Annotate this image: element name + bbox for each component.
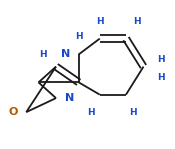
Text: N: N xyxy=(65,93,74,103)
Text: O: O xyxy=(8,107,18,117)
Text: H: H xyxy=(157,55,165,64)
Text: H: H xyxy=(75,32,83,41)
Text: N: N xyxy=(61,49,70,59)
Text: H: H xyxy=(96,17,104,26)
Text: H: H xyxy=(133,17,140,26)
Text: H: H xyxy=(129,108,137,117)
Text: H: H xyxy=(157,73,165,82)
Text: H: H xyxy=(39,50,47,59)
Text: H: H xyxy=(87,108,95,117)
